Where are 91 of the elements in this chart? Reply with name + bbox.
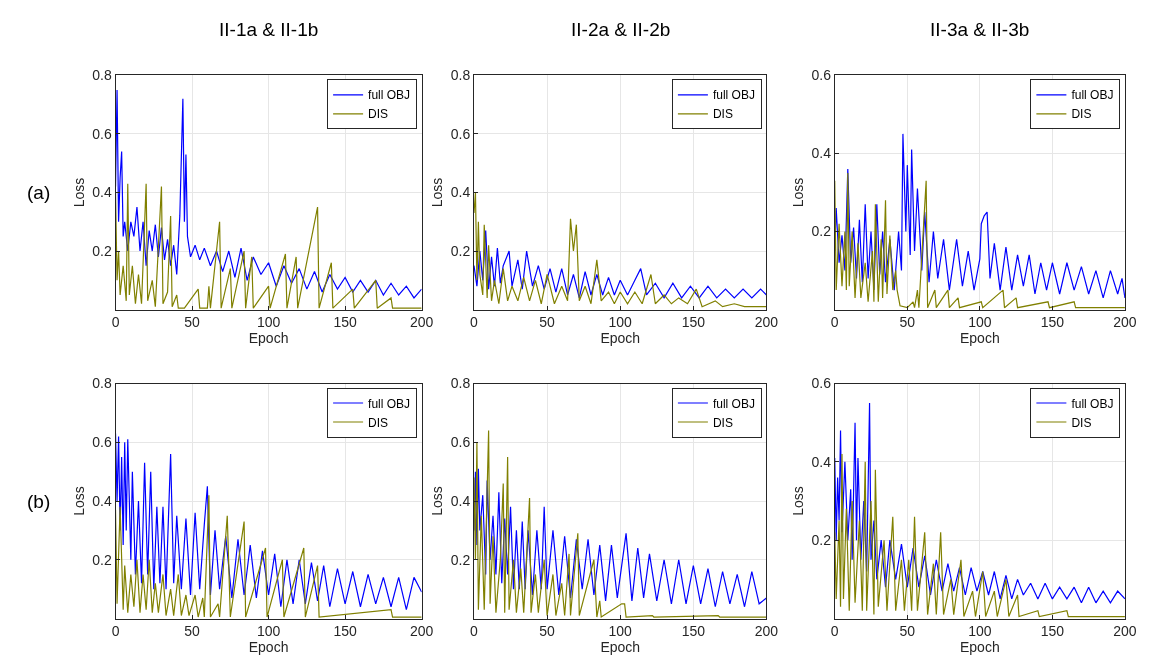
y-tick-label: 0.4 [450, 184, 471, 201]
text: (b) [27, 491, 51, 512]
legend-label: full OBJ [1071, 396, 1114, 411]
legend-label: DIS [712, 415, 733, 430]
x-tick-label: 150 [333, 623, 358, 640]
x-axis-title: Epoch [959, 330, 1000, 347]
x-axis-title: Epoch [959, 639, 1000, 656]
y-tick-label: 0.8 [92, 375, 112, 392]
y-tick-label: 0.4 [450, 492, 471, 509]
y-tick-label: 0.4 [811, 453, 832, 470]
x-tick-label: 150 [1040, 623, 1065, 640]
x-tick-label: 100 [608, 623, 633, 640]
x-tick-label: 100 [968, 314, 992, 331]
x-tick-label: 200 [1113, 314, 1137, 331]
x-tick-label: 200 [754, 623, 779, 640]
y-axis-title: Loss [70, 486, 87, 516]
y-axis-title: Loss [790, 177, 807, 208]
line-series [473, 468, 767, 608]
line-series [473, 429, 767, 618]
x-tick-label: 150 [333, 314, 358, 331]
y-tick-label: 0.2 [450, 242, 471, 259]
x-tick-label: 50 [184, 623, 201, 640]
x-axis-title: Epoch [248, 330, 289, 347]
legend-label: DIS [712, 107, 733, 122]
legend-label: full OBJ [712, 396, 755, 411]
y-tick-label: 0.8 [92, 67, 112, 84]
chart-title: II-3a & II-3b [930, 19, 1030, 40]
x-tick-label: 0 [470, 314, 479, 331]
x-tick-label: 150 [681, 623, 706, 640]
x-tick-label: 100 [256, 623, 281, 640]
x-tick-label: 50 [184, 314, 201, 331]
x-tick-label: 200 [1113, 623, 1137, 640]
legend-label: DIS [1071, 415, 1092, 430]
legend-label: full OBJ [368, 88, 411, 103]
y-axis-title: Loss [429, 177, 446, 208]
legend-label: DIS [368, 107, 389, 122]
y-tick-label: 0.2 [92, 242, 112, 259]
y-axis-title: Loss [790, 486, 807, 516]
x-tick-label: 100 [968, 623, 992, 640]
x-tick-label: 150 [681, 314, 706, 331]
chart-title: II-1a & II-1b [219, 19, 319, 40]
chart-title: II-2a & II-2b [571, 19, 671, 40]
line-series [115, 183, 422, 309]
text: (a) [27, 182, 51, 203]
line-series [115, 89, 422, 299]
x-tick-label: 100 [256, 314, 281, 331]
y-tick-label: 0.6 [450, 434, 471, 451]
legend-label: full OBJ [368, 396, 411, 411]
y-tick-label: 0.2 [811, 532, 832, 549]
y-tick-label: 0.6 [92, 125, 112, 142]
legend-label: full OBJ [712, 88, 755, 103]
x-tick-label: 0 [830, 314, 839, 331]
y-tick-label: 0.4 [92, 492, 112, 509]
x-tick-label: 0 [830, 623, 839, 640]
legend-label: DIS [368, 415, 389, 430]
x-axis-title: Epoch [600, 639, 641, 656]
line-series [473, 191, 767, 308]
y-tick-label: 0.2 [811, 223, 832, 240]
x-tick-label: 50 [899, 623, 916, 640]
legend-label: full OBJ [1071, 88, 1114, 103]
x-tick-label: 200 [754, 314, 779, 331]
y-tick-label: 0.6 [92, 434, 112, 451]
x-tick-label: 0 [470, 623, 479, 640]
y-tick-label: 0.2 [450, 551, 471, 568]
line-series [834, 453, 1125, 618]
legend-label: DIS [1071, 107, 1092, 122]
y-tick-label: 0.6 [450, 125, 471, 142]
y-axis-title: Loss [70, 177, 87, 208]
y-tick-label: 0.6 [811, 67, 832, 84]
y-tick-label: 0.4 [92, 184, 112, 201]
x-tick-label: 200 [409, 623, 434, 640]
x-tick-label: 200 [409, 314, 434, 331]
x-tick-label: 0 [111, 314, 120, 331]
y-tick-label: 0.4 [811, 145, 832, 162]
x-tick-label: 100 [608, 314, 633, 331]
x-axis-title: Epoch [248, 639, 289, 656]
y-tick-label: 0.8 [450, 375, 471, 392]
line-series [834, 172, 1125, 309]
y-tick-label: 0.8 [450, 67, 471, 84]
x-tick-label: 150 [1040, 314, 1065, 331]
line-series [834, 133, 1125, 299]
x-tick-label: 50 [539, 314, 556, 331]
y-axis-title: Loss [429, 486, 446, 516]
x-tick-label: 50 [539, 623, 556, 640]
x-tick-label: 50 [899, 314, 916, 331]
y-tick-label: 0.2 [92, 551, 112, 568]
x-axis-title: Epoch [600, 330, 641, 347]
line-series [115, 494, 422, 618]
x-tick-label: 0 [111, 623, 120, 640]
line-series [473, 229, 767, 299]
y-tick-label: 0.6 [811, 375, 832, 392]
